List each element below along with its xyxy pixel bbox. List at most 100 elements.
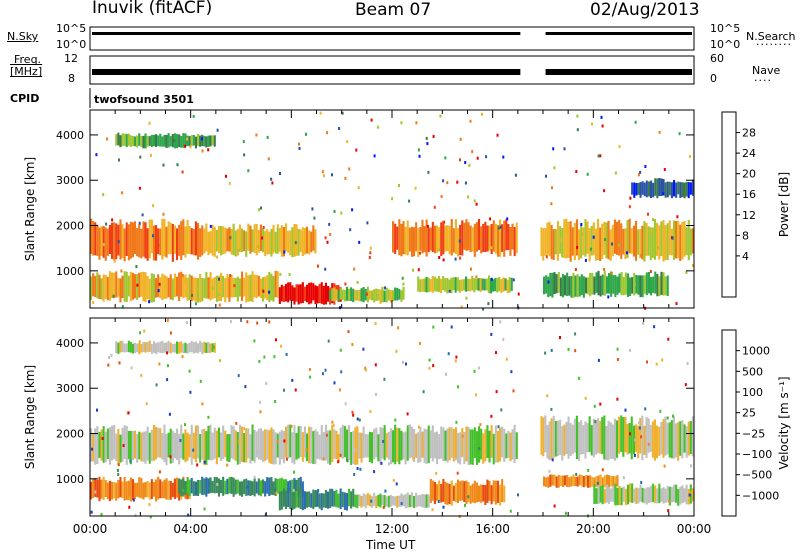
heatmap-cell bbox=[480, 484, 483, 503]
data-gap bbox=[520, 110, 541, 308]
heatmap-cell bbox=[142, 221, 145, 257]
heatmap-cell bbox=[442, 276, 445, 291]
heatmap-cell bbox=[626, 220, 629, 259]
heatmap-cell bbox=[201, 278, 204, 302]
heatmap-cell bbox=[622, 228, 625, 255]
heatmap-speckle bbox=[432, 135, 435, 138]
heatmap-speckle bbox=[247, 169, 250, 173]
heatmap-speckle bbox=[412, 457, 415, 461]
heatmap-cell bbox=[673, 180, 676, 197]
heatmap-speckle bbox=[148, 300, 151, 304]
heatmap-cell bbox=[362, 493, 365, 507]
heatmap-cell bbox=[425, 429, 428, 464]
heatmap-cell bbox=[203, 135, 206, 147]
heatmap-cell bbox=[115, 223, 118, 260]
heatmap-cell bbox=[471, 429, 474, 465]
heatmap-cell bbox=[641, 181, 644, 195]
heatmap-cell bbox=[402, 495, 405, 506]
heatmap-cell bbox=[571, 227, 574, 256]
heatmap-cell bbox=[394, 424, 397, 465]
heatmap-speckle bbox=[370, 499, 373, 503]
heatmap-cell bbox=[217, 478, 220, 497]
heatmap-speckle bbox=[433, 205, 436, 209]
heatmap-cell bbox=[632, 225, 635, 257]
heatmap-cell bbox=[375, 288, 378, 301]
heatmap-cell bbox=[603, 475, 606, 488]
heatmap-cell bbox=[318, 434, 321, 460]
heatmap-speckle bbox=[650, 230, 653, 233]
heatmap-cell bbox=[211, 432, 214, 460]
heatmap-cell bbox=[614, 476, 617, 488]
heatmap-cell bbox=[234, 230, 237, 257]
heatmap-speckle bbox=[459, 158, 461, 162]
heatmap-speckle bbox=[473, 199, 476, 203]
heatmap-speckle bbox=[323, 174, 325, 178]
heatmap-cell bbox=[127, 275, 130, 297]
heatmap-cell bbox=[178, 342, 181, 354]
heatmap-cell bbox=[551, 272, 554, 298]
heatmap-cell bbox=[354, 289, 357, 301]
heatmap-cell bbox=[253, 274, 256, 298]
heatmap-cell bbox=[591, 476, 594, 487]
heatmap-speckle bbox=[157, 244, 160, 247]
heatmap-speckle bbox=[262, 289, 265, 293]
heatmap-cell bbox=[90, 428, 93, 462]
heatmap-cell bbox=[190, 135, 193, 147]
y-tick-label: 4000 bbox=[56, 129, 84, 142]
heatmap-speckle bbox=[362, 347, 365, 351]
heatmap-cell bbox=[616, 487, 619, 506]
heatmap-cell bbox=[243, 433, 246, 463]
heatmap-speckle bbox=[467, 495, 470, 499]
heatmap-cell bbox=[584, 475, 587, 487]
heatmap-cell bbox=[163, 135, 166, 147]
heatmap-cell bbox=[276, 479, 279, 494]
heatmap-cell bbox=[589, 475, 592, 488]
heatmap-cell bbox=[217, 275, 220, 302]
heatmap-cell bbox=[125, 343, 128, 352]
aux-data-trace bbox=[92, 69, 692, 75]
heatmap-cell bbox=[121, 275, 124, 298]
heatmap-speckle bbox=[218, 303, 221, 307]
nsearch-tick-top: 10^5 bbox=[710, 22, 741, 35]
heatmap-cell bbox=[310, 493, 313, 508]
colorbar-tick-label: 28 bbox=[742, 127, 756, 140]
heatmap-cell bbox=[484, 429, 487, 462]
heatmap-cell bbox=[597, 485, 600, 505]
heatmap-cell bbox=[184, 342, 187, 353]
heatmap-cell bbox=[213, 135, 216, 147]
heatmap-speckle bbox=[183, 279, 186, 283]
heatmap-cell bbox=[463, 222, 466, 250]
heatmap-cell bbox=[582, 227, 585, 256]
heatmap-cell bbox=[651, 227, 654, 258]
heatmap-cell bbox=[586, 221, 589, 254]
heatmap-speckle bbox=[166, 318, 169, 322]
freq-unit: [MHz] bbox=[10, 65, 43, 78]
heatmap-cell bbox=[314, 229, 317, 254]
heatmap-speckle bbox=[263, 355, 266, 359]
heatmap-cell bbox=[595, 476, 598, 488]
heatmap-speckle bbox=[324, 267, 327, 271]
heatmap-cell bbox=[645, 180, 648, 198]
heatmap-cell bbox=[622, 486, 625, 502]
heatmap-cell bbox=[108, 480, 111, 502]
heatmap-cell bbox=[324, 424, 327, 461]
heatmap-cell bbox=[410, 492, 413, 507]
heatmap-cell bbox=[310, 231, 313, 253]
heatmap-cell bbox=[387, 289, 390, 301]
heatmap-cell bbox=[205, 223, 208, 252]
heatmap-cell bbox=[573, 223, 576, 261]
heatmap-cell bbox=[108, 271, 111, 301]
heatmap-cell bbox=[161, 481, 164, 499]
heatmap-cell bbox=[383, 290, 386, 302]
heatmap-speckle bbox=[624, 408, 627, 412]
heatmap-cell bbox=[408, 494, 411, 508]
heatmap-speckle bbox=[276, 440, 279, 444]
heatmap-speckle bbox=[563, 147, 566, 151]
heatmap-cell bbox=[400, 493, 403, 507]
heatmap-speckle bbox=[140, 373, 143, 377]
heatmap-cell bbox=[222, 226, 225, 255]
heatmap-speckle bbox=[454, 457, 457, 461]
heatmap-speckle bbox=[255, 133, 258, 137]
heatmap-cell bbox=[364, 434, 367, 458]
heatmap-speckle bbox=[559, 336, 561, 339]
